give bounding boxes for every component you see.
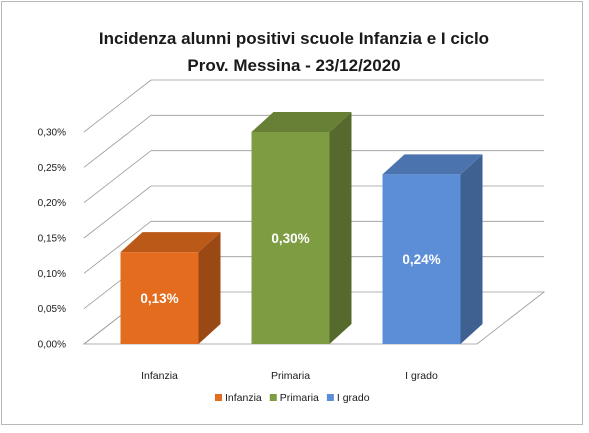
y-tick-label: 0,20%	[38, 198, 66, 209]
legend-swatch	[215, 394, 222, 401]
y-tick-label: 0,30%	[38, 128, 66, 139]
bar-3: 0,24%	[382, 154, 483, 344]
legend: Infanzia Primaria I grado	[215, 392, 370, 404]
data-label: 0,24%	[402, 252, 440, 267]
y-axis-ticks: 0,00% 0,05% 0,10% 0,15% 0,20% 0,25% 0,30%	[38, 128, 66, 351]
data-label: 0,30%	[271, 231, 309, 246]
bar-side	[198, 232, 221, 344]
y-tick-label: 0,05%	[38, 304, 66, 315]
grid-line-side	[83, 185, 152, 239]
bar-top	[120, 232, 221, 253]
y-tick-label: 0,10%	[38, 269, 66, 280]
bar-1: 0,13%	[120, 232, 221, 344]
bar-side	[329, 112, 352, 344]
y-tick-label: 0,15%	[38, 234, 66, 245]
legend-label: Primaria	[280, 392, 319, 404]
y-tick-label: 0,00%	[38, 340, 66, 351]
bar-front	[120, 252, 199, 344]
chart-frame: Incidenza alunni positivi scuole Infanzi…	[1, 1, 583, 425]
bar-2: 0,30%	[251, 112, 352, 344]
bar-side	[460, 154, 483, 344]
legend-item: Primaria	[269, 392, 319, 404]
grid-line-side	[83, 221, 152, 274]
grid-line-side	[83, 115, 152, 168]
bars: 0,13% 0,30% 0,24%	[120, 112, 483, 344]
bar-front	[382, 174, 461, 344]
category-label: Infanzia	[141, 370, 178, 382]
legend-item: Infanzia	[215, 392, 262, 404]
category-label: Primaria	[271, 370, 310, 382]
legend-item: I grado	[326, 392, 370, 404]
chart-subtitle: Prov. Messina - 23/12/2020	[187, 56, 400, 75]
legend-label: I grado	[337, 392, 370, 404]
legend-label: Infanzia	[225, 392, 262, 404]
category-label: I grado	[405, 370, 438, 382]
bar-front	[251, 132, 330, 344]
legend-swatch	[326, 394, 334, 401]
grid-line-side	[83, 79, 152, 133]
x-axis-categories: Infanzia Primaria I grado	[141, 370, 438, 382]
y-tick-label: 0,25%	[38, 163, 66, 174]
data-label: 0,13%	[140, 291, 178, 306]
chart-title: Incidenza alunni positivi scuole Infanzi…	[99, 29, 489, 48]
legend-swatch	[269, 394, 277, 401]
chart: Incidenza alunni positivi scuole Infanzi…	[38, 29, 546, 404]
bar-top	[251, 112, 352, 132]
grid-line-side	[83, 150, 152, 203]
bar-top	[382, 154, 483, 175]
